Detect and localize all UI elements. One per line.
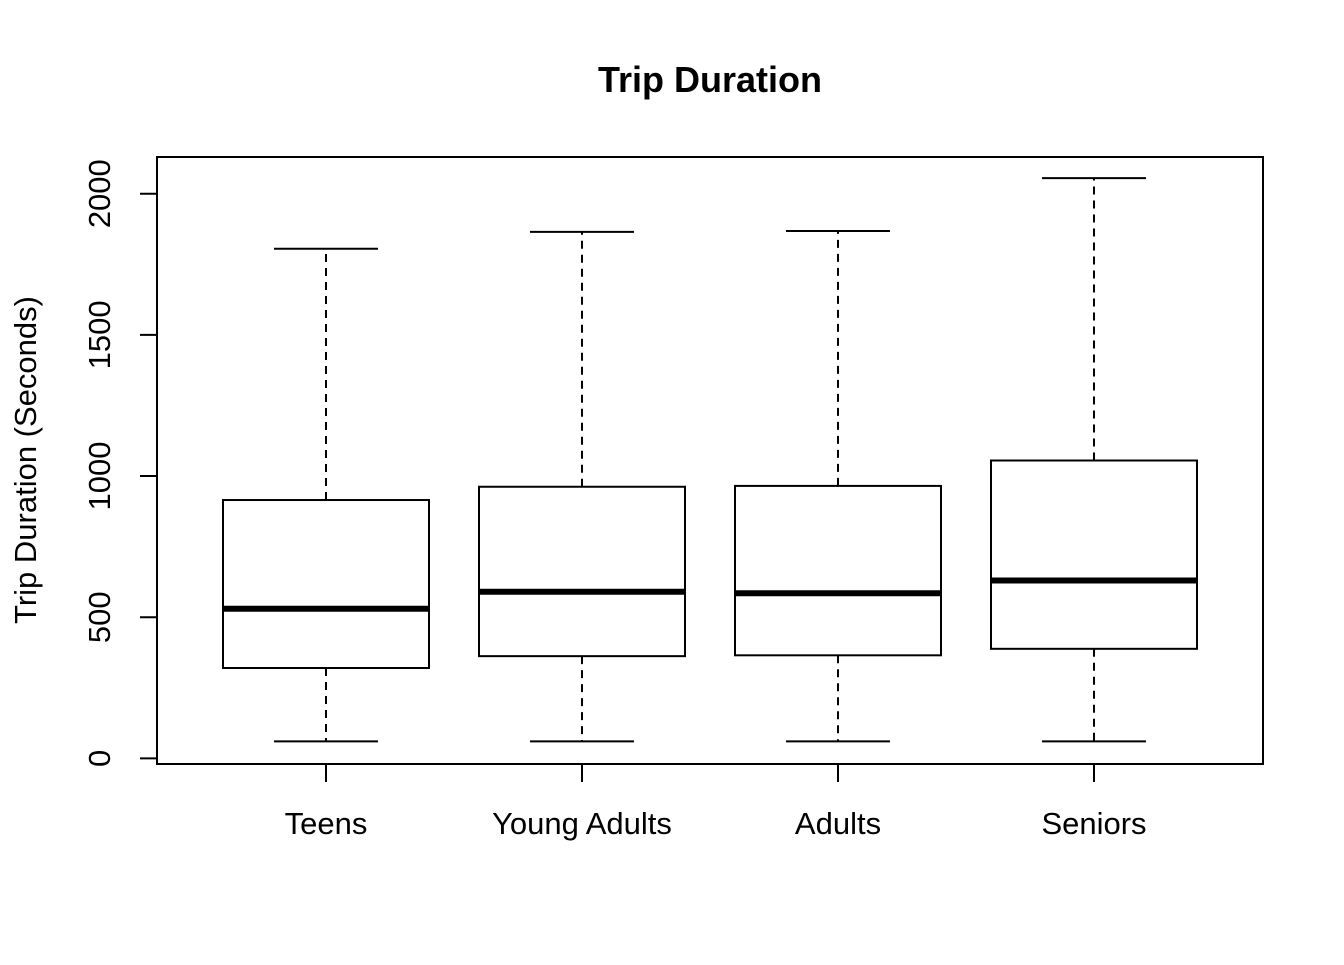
y-tick-label: 500 (82, 591, 117, 643)
y-axis-label: Trip Duration (Seconds) (8, 296, 43, 624)
y-tick-label: 1500 (82, 300, 117, 369)
x-axis: Teens Young Adults Adults Seniors (285, 763, 1147, 841)
x-tick-label: Adults (795, 806, 881, 841)
y-tick-label: 2000 (82, 159, 117, 228)
box-iqr (222, 499, 430, 670)
box-iqr (478, 485, 686, 658)
y-tick-label: 0 (82, 750, 117, 767)
box-iqr (990, 459, 1198, 650)
x-tick-label: Young Adults (492, 806, 672, 841)
box-group (734, 229, 942, 743)
y-tick-label: 1000 (82, 442, 117, 511)
box-iqr (734, 484, 942, 657)
x-tick-label: Teens (285, 806, 368, 841)
box-group (478, 230, 686, 743)
y-axis: 0 500 1000 1500 2000 (82, 159, 158, 767)
box-group (222, 247, 430, 743)
box-group (990, 177, 1198, 743)
boxes-layer (222, 177, 1198, 743)
x-tick-label: Seniors (1041, 806, 1146, 841)
chart-title: Trip Duration (598, 59, 822, 100)
